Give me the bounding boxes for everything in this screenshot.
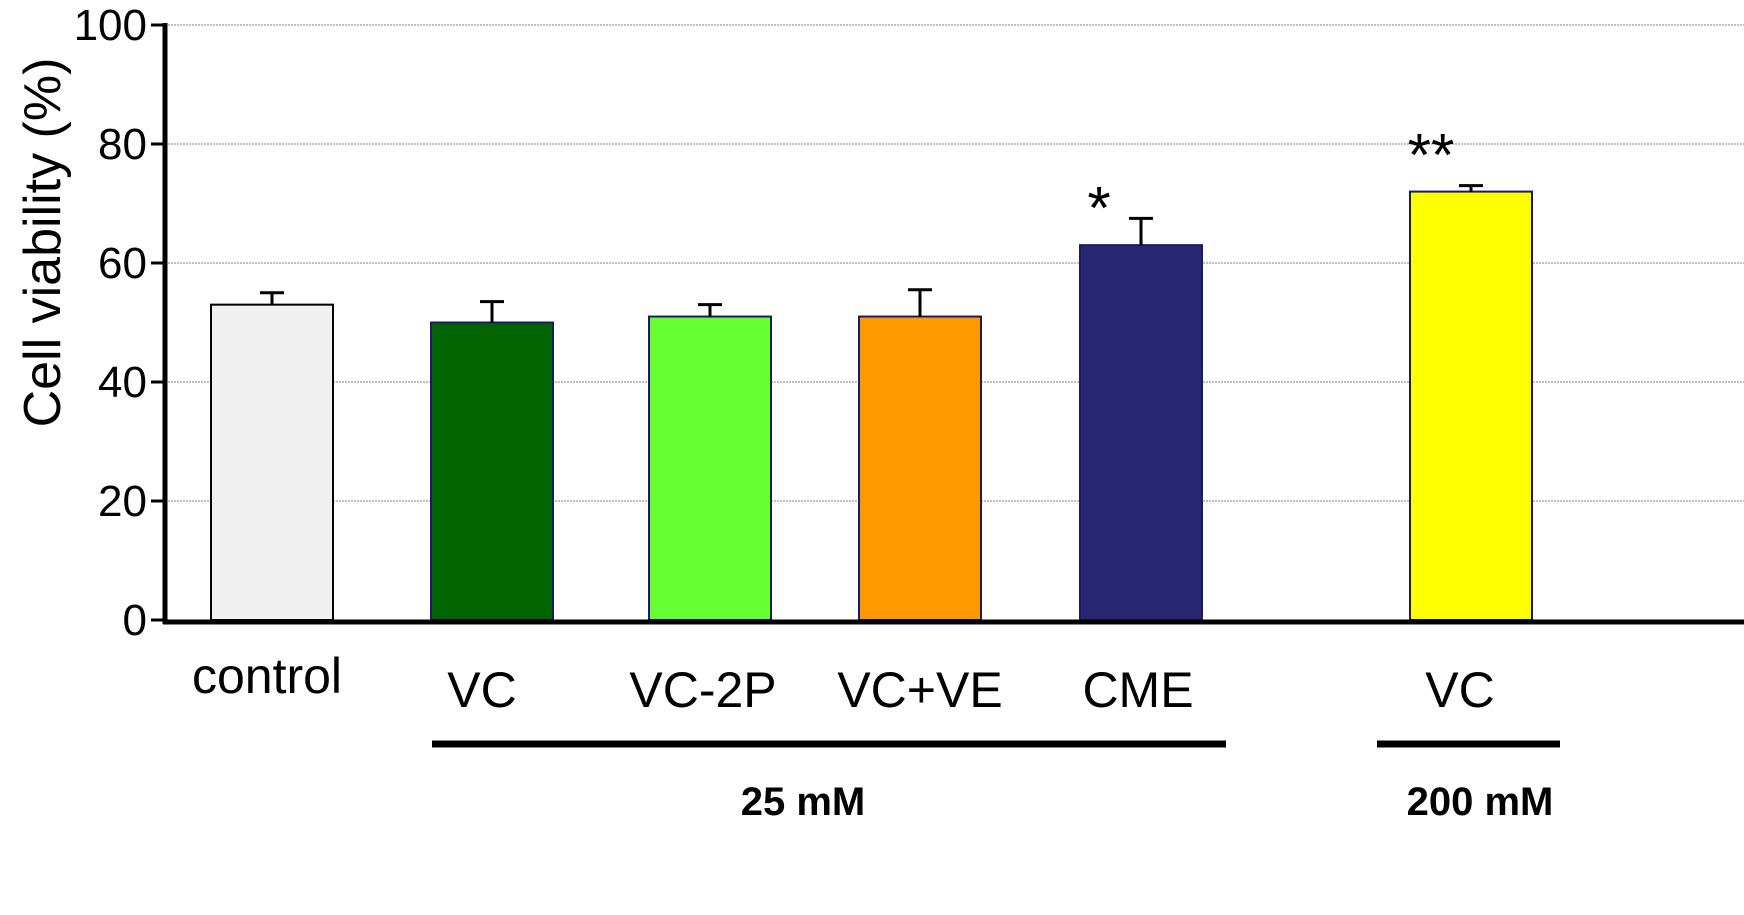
x-category-label: VC-2P	[629, 662, 776, 718]
x-category-label: control	[192, 648, 342, 704]
x-category-label: CME	[1082, 662, 1193, 718]
y-tick-label: 60	[98, 239, 147, 288]
y-tick-label: 80	[98, 120, 147, 169]
bar-vc-5	[1409, 190, 1533, 621]
bar-cme-4	[1079, 244, 1203, 621]
group-label: 25 mM	[741, 780, 866, 824]
bar-vc-1	[430, 321, 554, 621]
y-tick-label: 100	[74, 1, 147, 50]
bar-control-0	[210, 303, 334, 621]
bar-vc-2p-2	[648, 315, 772, 621]
bar-vc-ve-3	[858, 315, 982, 621]
y-tick-label: 0	[123, 596, 147, 645]
y-axis-title: Cell viability (%)	[14, 58, 72, 428]
significance-marker: **	[1408, 122, 1455, 189]
significance-marker: *	[1087, 174, 1110, 241]
x-category-label: VC	[1425, 662, 1494, 718]
y-tick-label: 40	[98, 358, 147, 407]
x-category-label: VC+VE	[837, 662, 1002, 718]
y-tick-label: 20	[98, 477, 147, 526]
x-category-label: VC	[447, 662, 516, 718]
group-label: 200 mM	[1407, 780, 1554, 824]
